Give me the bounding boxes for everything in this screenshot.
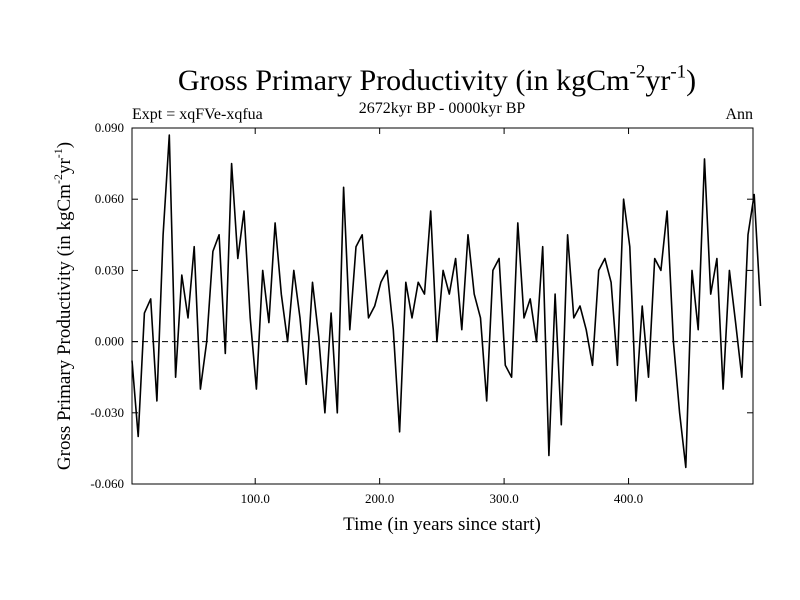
y-axis-label-group: Gross Primary Productivity (in kgCm-2yr-… — [51, 142, 75, 470]
plot-area: -0.060 -0.030 0.000 0.030 0.060 0.090 100.0 200… — [90, 120, 762, 506]
title-mid: yr — [645, 64, 670, 97]
chart-title-text: Gross Primary Productivity (in kgCm-2yr-… — [178, 61, 696, 97]
y-tick-label: 0.030 — [95, 262, 124, 277]
y-tick-label: -0.060 — [90, 476, 124, 491]
ylabel-end: ) — [54, 142, 75, 148]
ylabel-mid: yr — [54, 158, 75, 175]
ylabel-text: Gross Primary Productivity (in kgCm — [54, 184, 75, 470]
title-sup1: -2 — [630, 61, 646, 82]
period-label: 2672kyr BP - 0000kyr BP — [359, 100, 526, 117]
chart-title: Gross Primary Productivity (in kgCm-2yr-… — [178, 61, 696, 97]
x-tick-label: 200.0 — [365, 491, 394, 506]
ylabel-sup2: -1 — [51, 148, 65, 158]
x-tick-label: 300.0 — [489, 491, 518, 506]
y-tick-label: 0.090 — [95, 120, 124, 135]
y-tick-label: -0.030 — [90, 405, 124, 420]
y-tick-label: 0.060 — [95, 191, 124, 206]
plot-frame — [131, 127, 754, 485]
y-tick-label: 0.000 — [95, 334, 124, 349]
series-line — [131, 134, 762, 469]
ylabel-sup1: -2 — [51, 174, 65, 184]
x-tick-label: 400.0 — [614, 491, 643, 506]
experiment-label: Expt = xqFVe-xqfua — [132, 106, 263, 123]
title-text: Gross Primary Productivity (in kgCm — [178, 64, 630, 97]
x-axis-label: Time (in years since start) — [343, 514, 541, 535]
title-end: ) — [686, 64, 696, 97]
title-sup2: -1 — [670, 61, 686, 82]
x-tick-label: 100.0 — [241, 491, 270, 506]
season-label: Ann — [725, 106, 753, 123]
y-axis-label: Gross Primary Productivity (in kgCm-2yr-… — [51, 142, 75, 470]
